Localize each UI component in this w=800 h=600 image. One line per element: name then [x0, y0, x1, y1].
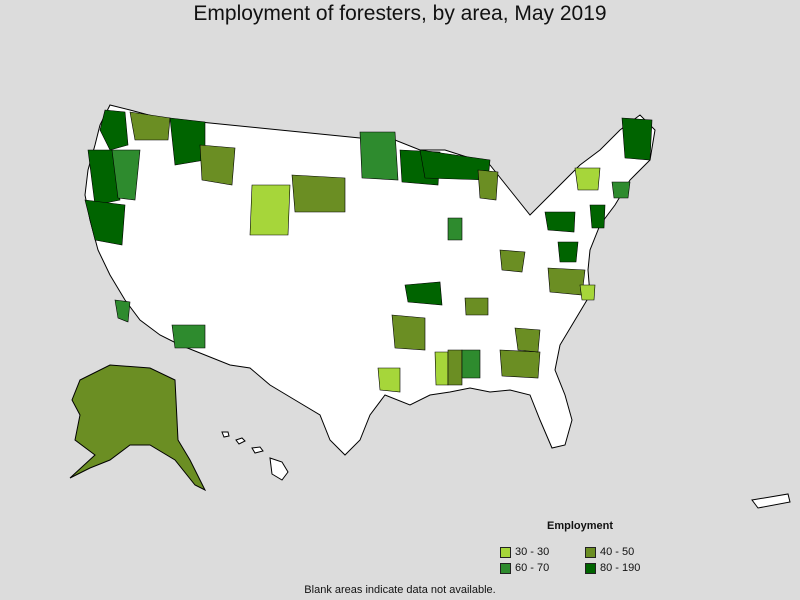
area-indiana: [447, 217, 463, 241]
legend-label: 60 - 70: [515, 562, 550, 574]
legend-item-80-190: 80 - 190: [585, 562, 660, 574]
legend-swatch: [585, 546, 596, 558]
legend-label: 40 - 50: [600, 546, 635, 558]
area-new-jersey: [589, 204, 606, 229]
legend: Employment 30 - 30 40 - 50 60 - 70 80 - …: [500, 520, 660, 574]
area-oregon-central: [111, 149, 141, 201]
area-dakotas: [291, 174, 346, 213]
area-mississippi: [434, 351, 449, 386]
area-texas-east: [377, 367, 401, 393]
area-minnesota: [359, 131, 399, 181]
area-maine: [621, 117, 653, 161]
footnote: Blank areas indicate data not available.: [304, 584, 496, 596]
puerto-rico: [751, 493, 791, 509]
area-tennessee: [464, 297, 489, 316]
area-washington-east: [169, 117, 206, 166]
area-california-north: [84, 199, 126, 246]
area-arizona: [171, 324, 206, 349]
area-washington-central: [129, 111, 171, 141]
legend-label: 30 - 30: [515, 546, 550, 558]
area-oregon-west: [87, 149, 121, 206]
legend-swatch: [585, 562, 596, 574]
legend-item-30-30: 30 - 30: [500, 546, 575, 558]
area-michigan-low: [477, 169, 499, 201]
area-south-carolina: [514, 327, 541, 353]
hawaii: [221, 431, 289, 481]
area-maryland: [557, 241, 579, 263]
area-virginia: [547, 267, 586, 296]
area-georgia: [499, 349, 541, 379]
area-alabama-a: [447, 349, 463, 386]
area-arkansas: [391, 314, 426, 351]
alaska: [69, 364, 207, 492]
area-massachusetts: [611, 181, 631, 199]
legend-label: 80 - 190: [600, 562, 641, 574]
area-kentucky: [499, 249, 526, 273]
area-missouri: [404, 281, 443, 306]
legend-title: Employment: [546, 520, 613, 532]
area-wyoming: [249, 184, 291, 236]
map-title: Employment of foresters, by area, May 20…: [193, 2, 607, 25]
area-new-york: [574, 167, 601, 191]
area-montana-west: [199, 144, 236, 186]
legend-swatch: [500, 546, 511, 558]
area-california-south: [114, 299, 131, 323]
legend-item-40-50: 40 - 50: [585, 546, 660, 558]
area-pennsylvania: [544, 211, 576, 233]
area-washington-west: [99, 109, 129, 151]
shaded-areas: [84, 109, 653, 393]
legend-swatch: [500, 562, 511, 574]
legend-item-60-70: 60 - 70: [500, 562, 575, 574]
area-virginia-east: [579, 284, 596, 301]
area-alabama-b: [461, 349, 481, 379]
